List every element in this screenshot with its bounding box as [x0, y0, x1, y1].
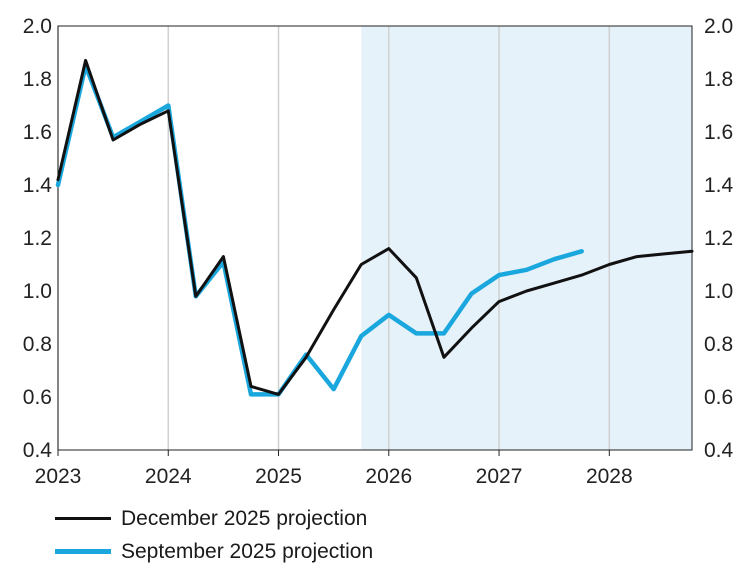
right-y-axis-ticks: 0.4 0.6 0.8 1.0 1.2 1.4 1.6 1.8 2.0 [704, 15, 734, 462]
y-tick-right-0.8: 0.8 [704, 333, 733, 356]
y-tick-left-2.0: 2.0 [23, 15, 52, 38]
x-tick-label-2026: 2026 [365, 465, 412, 488]
x-tick-label-2027: 2027 [476, 465, 523, 488]
y-tick-right-1.2: 1.2 [704, 227, 733, 250]
left-y-axis-ticks: 0.4 0.6 0.8 1.0 1.2 1.4 1.6 1.8 2.0 [23, 15, 53, 462]
september-2025-projection-line [55, 63, 584, 397]
y-tick-left-1.4: 1.4 [23, 174, 53, 197]
y-tick-right-1.8: 1.8 [704, 68, 733, 91]
x-tick-label-2023: 2023 [35, 465, 82, 488]
y-tick-left-0.4: 0.4 [23, 439, 53, 462]
y-tick-left-0.8: 0.8 [23, 333, 52, 356]
y-tick-left-1.6: 1.6 [23, 121, 52, 144]
legend-swatch-september [55, 549, 111, 554]
legend-swatch-december [55, 517, 111, 520]
y-tick-right-0.6: 0.6 [704, 386, 733, 409]
y-tick-right-1.6: 1.6 [704, 121, 733, 144]
legend-item-september: September 2025 projection [55, 535, 373, 568]
line-chart: 0.4 0.6 0.8 1.0 1.2 1.4 1.6 1.8 2.0 0.4 0.6 0.8 1.0… [23, 15, 734, 488]
y-tick-right-0.4: 0.4 [704, 439, 734, 462]
x-tick-label-2024: 2024 [145, 465, 192, 488]
y-tick-left-1.0: 1.0 [23, 280, 52, 303]
legend: December 2025 projection September 2025 … [55, 502, 373, 568]
legend-label-september: September 2025 projection [121, 539, 374, 563]
plot-area-frame [57, 25, 693, 451]
projection-shaded-region [361, 26, 692, 450]
y-tick-left-1.8: 1.8 [23, 68, 52, 91]
legend-label-december: December 2025 projection [121, 506, 368, 530]
y-tick-left-0.6: 0.6 [23, 386, 52, 409]
y-tick-right-1.4: 1.4 [704, 174, 734, 197]
y-tick-right-1.0: 1.0 [704, 280, 733, 303]
x-tick-label-2028: 2028 [586, 465, 633, 488]
series-lines [55, 58, 694, 397]
x-axis-ticks: 2023 2024 2025 2026 2027 2028 [35, 450, 633, 488]
x-tick-label-2025: 2025 [255, 465, 302, 488]
legend-item-december: December 2025 projection [55, 502, 373, 535]
y-tick-right-2.0: 2.0 [704, 15, 733, 38]
december-2025-projection-line [56, 58, 694, 396]
y-tick-left-1.2: 1.2 [23, 227, 52, 250]
